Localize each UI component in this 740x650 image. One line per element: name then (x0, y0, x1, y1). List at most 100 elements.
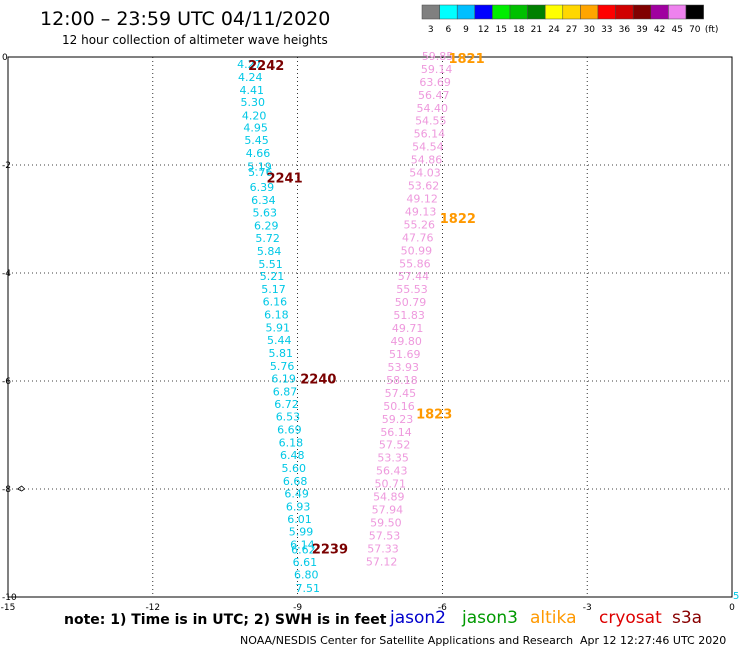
wave-height-value: 6.93 (286, 500, 311, 513)
wave-height-value: 56.14 (380, 426, 412, 439)
wave-height-value: 6.68 (283, 475, 308, 488)
wave-height-value: 4.24 (238, 71, 263, 84)
wave-height-value: 6.62 (291, 543, 316, 556)
wave-height-value: 54.89 (373, 491, 405, 504)
legend-label-21: 21 (531, 25, 542, 35)
wave-height-value: 57.53 (369, 529, 401, 542)
wave-height-value: 6.19 (271, 372, 296, 385)
wave-height-value: 59.50 (370, 516, 402, 529)
wave-height-value: 57.12 (366, 555, 398, 568)
wave-height-value: 53.35 (377, 452, 409, 465)
wave-height-value: 5.91 (266, 322, 291, 335)
wave-height-value: 50.71 (375, 478, 407, 491)
wave-height-value: 57.52 (379, 439, 411, 452)
lon-tick-label: -6 (438, 603, 447, 613)
footer-note: note: 1) Time is in UTC; 2) SWH is in fe… (64, 612, 387, 628)
legend-label-45: 45 (671, 25, 682, 35)
pass-time-label: 2242 (248, 59, 284, 74)
lat-tick-label: -10 (2, 593, 17, 603)
wave-height-value: 63.69 (419, 76, 451, 89)
pass-time-label: 1823 (416, 407, 452, 422)
legend-label-39: 39 (636, 25, 648, 35)
legend-swatch-70 (685, 4, 704, 20)
wave-height-value: 6.53 (276, 411, 301, 424)
map-subtitle: 12 hour collection of altimeter wave hei… (62, 33, 328, 47)
legend-label-15: 15 (495, 25, 506, 35)
legend-label-33: 33 (601, 25, 612, 35)
wave-height-value: 49.12 (406, 192, 438, 205)
lat-tick-label: 0 (2, 53, 8, 63)
wave-height-value: 58.18 (386, 374, 418, 387)
wave-height-value: 49.80 (390, 335, 422, 348)
wave-height-value: 5.17 (261, 283, 286, 296)
wave-height-value: 55.86 (399, 257, 431, 270)
wave-height-value: 4.66 (246, 147, 271, 160)
wave-height-value: 51.83 (393, 309, 425, 322)
legend-label-30: 30 (583, 25, 595, 35)
color-legend: 3 6 9 12 15 18 21 24 27 30 33 36 39 42 45 70 (ft) (421, 4, 718, 35)
pass-time-label: 2240 (300, 372, 336, 387)
wave-height-value: 49.13 (405, 205, 437, 218)
wave-height-value: 57.44 (398, 270, 430, 283)
wave-height-value: 5.19 (247, 161, 272, 174)
wave-height-value: 5.63 (253, 207, 278, 220)
wave-height-value: 56.14 (414, 128, 446, 141)
wave-height-value: 53.62 (408, 180, 440, 193)
lat-tick-label: -6 (2, 377, 11, 387)
satellite-jason2: jason2 (390, 608, 446, 628)
wave-height-value: 5.30 (240, 96, 265, 109)
wave-height-value: 6.61 (293, 556, 318, 569)
pass-time-label: 1822 (440, 212, 476, 227)
wave-height-value: 5.76 (248, 166, 273, 179)
wave-height-value: 5.99 (289, 526, 314, 539)
wave-height-value: 47.76 (402, 231, 434, 244)
wave-height-value: 5.21 (260, 270, 285, 283)
lon-tick-label: -9 (293, 603, 302, 613)
satellite-jason3: jason3 (462, 608, 518, 628)
wave-height-value: 50.99 (401, 244, 433, 257)
wave-height-value: 54.86 (411, 154, 443, 167)
wave-height-value: 50.79 (395, 296, 427, 309)
lat-tick-label: -8 (2, 485, 11, 495)
wave-height-value: 5.44 (267, 334, 292, 347)
wave-height-value: 6.14 (290, 539, 315, 552)
wave-height-value: 6.87 (273, 385, 298, 398)
wave-height-value: 57.94 (372, 504, 404, 517)
wave-height-value: 55.26 (403, 218, 435, 231)
lon-tick-label: -3 (583, 603, 592, 613)
credit-line: NOAA/NESDIS Center for Satellite Applica… (240, 634, 574, 647)
wave-height-value: 6.48 (280, 449, 305, 462)
wave-height-value: 57.33 (367, 542, 399, 555)
wave-height-value: 59.23 (382, 413, 414, 426)
wave-height-value: 5.45 (244, 134, 269, 147)
wave-height-value: 51.69 (389, 348, 421, 361)
wave-height-value: 6.49 (284, 487, 309, 500)
wave-height-value: 6.39 (250, 181, 275, 194)
wave-height-value: 6.72 (274, 398, 299, 411)
wave-height-value: 5.76 (270, 360, 295, 373)
wave-height-value: 59.14 (421, 63, 453, 76)
wave-height-value: 6.01 (287, 513, 312, 526)
pass-time-label: 2239 (312, 542, 348, 557)
legend-label-3: 3 (428, 25, 434, 35)
wave-height-value: 6.29 (254, 219, 279, 232)
wave-height-value: 49.71 (392, 322, 424, 335)
wave-height-value: 50.16 (383, 400, 415, 413)
satellite-cryosat: cryosat (599, 608, 662, 628)
wave-height-value: 57.45 (385, 387, 417, 400)
legend-label-42: 42 (654, 25, 665, 35)
legend-label-27: 27 (566, 25, 577, 35)
wave-height-value: 6.18 (264, 309, 289, 322)
wave-height-value: 6.16 (263, 296, 288, 309)
wave-height-value: 6.80 (294, 568, 319, 581)
wave-height-value: 5.51 (258, 258, 283, 271)
legend-label-9: 9 (463, 25, 469, 35)
map-title: 12:00 – 23:59 UTC 04/11/2020 (40, 8, 331, 30)
legend-label-12: 12 (478, 25, 489, 35)
wave-height-value: 55.53 (396, 283, 428, 296)
island-shape (16, 485, 26, 492)
lon-tick-label: -12 (145, 603, 160, 613)
wave-height-value: 6.34 (251, 194, 276, 207)
generation-timestamp: Apr 12 12:27:46 UTC 2020 (580, 634, 727, 647)
